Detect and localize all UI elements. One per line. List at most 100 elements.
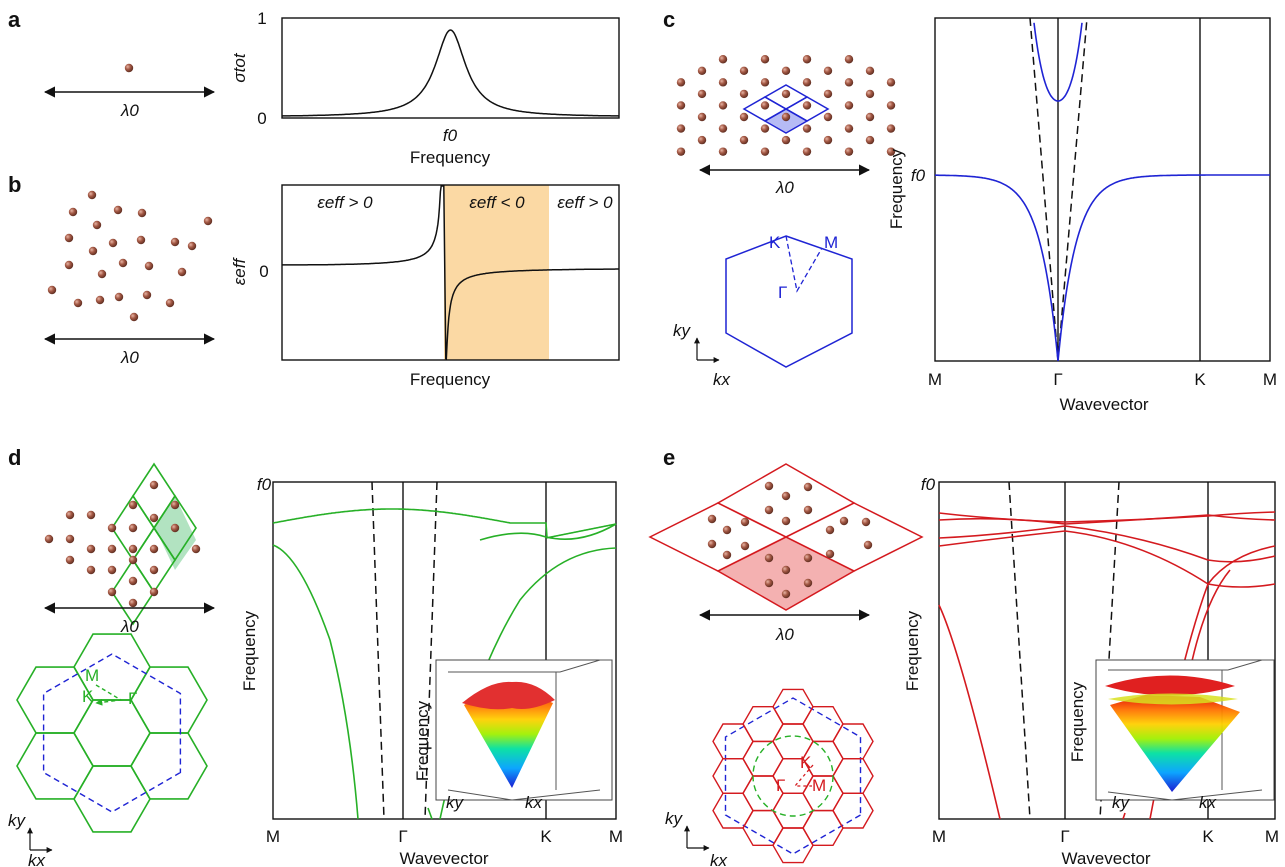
particle	[187, 241, 197, 251]
lambda-label-c: λ0	[775, 178, 794, 197]
ytick-d: f0	[257, 475, 272, 494]
bz-label-K-d: K	[82, 687, 94, 706]
particle	[64, 260, 74, 270]
particle	[203, 216, 213, 226]
particle	[839, 516, 849, 526]
particle	[707, 514, 717, 524]
particle	[128, 598, 138, 608]
kx-label-d: kx	[28, 851, 46, 867]
brillouin-zone-c	[725, 235, 853, 368]
band-left-drop	[272, 544, 359, 820]
ytick-a-bottom: 0	[257, 109, 266, 128]
particle	[740, 541, 750, 551]
xtick-c-3: M	[1263, 370, 1277, 389]
panel-d: d λ0 M K Γ ky kx Frequency ky kx f0 Freq…	[8, 445, 623, 867]
inset-surface	[1110, 695, 1240, 792]
particle	[165, 298, 175, 308]
band-flat	[272, 508, 617, 539]
series-a-lorentzian	[281, 29, 620, 117]
bz-label-G-e: Γ	[776, 776, 785, 795]
xtick-c-1: Γ	[1053, 370, 1062, 389]
lambda-label-b: λ0	[120, 348, 139, 367]
particle	[760, 124, 770, 133]
particle	[697, 112, 707, 122]
band-curve	[938, 604, 1001, 820]
lattice-e	[707, 481, 873, 599]
particle	[114, 292, 124, 302]
inset-zlabel-e: Frequency	[1068, 681, 1087, 762]
xtick-d-0: M	[266, 827, 280, 846]
particle	[781, 135, 791, 145]
particle	[47, 285, 57, 295]
xlabel-a: Frequency	[410, 148, 491, 167]
panel-a: a λ0 1 0 σtot f0 Frequency	[8, 7, 620, 167]
particle	[149, 544, 159, 554]
particle	[718, 124, 728, 133]
xtick-e-0: M	[932, 827, 946, 846]
inset-ylabel-e: ky	[1112, 793, 1131, 812]
particle	[844, 147, 854, 156]
inset-ylabel-d: ky	[446, 793, 465, 812]
bz-tiling-d	[16, 633, 208, 833]
bz-label-G-d: Γ	[128, 689, 137, 708]
xlabel-d: Wavevector	[399, 849, 488, 867]
panel-letter-e: e	[663, 445, 675, 470]
ytick-c: f0	[911, 166, 926, 185]
particle	[87, 190, 97, 200]
xlabel-b: Frequency	[410, 370, 491, 389]
particle	[764, 578, 774, 588]
region-label-right: εeff > 0	[557, 193, 613, 212]
lambda-label-e: λ0	[775, 625, 794, 644]
particle	[781, 112, 791, 122]
particle	[707, 539, 717, 549]
inset-xlabel-d: kx	[525, 793, 543, 812]
band-curve	[1189, 569, 1231, 671]
band-curve	[938, 530, 1276, 588]
particle	[92, 220, 102, 230]
particle	[886, 147, 896, 156]
particle	[64, 233, 74, 243]
particle	[823, 66, 833, 76]
plot-frame-a	[281, 17, 620, 119]
bz-hexagon	[772, 792, 814, 829]
particle	[802, 124, 812, 133]
particle	[760, 55, 770, 64]
particle	[697, 135, 707, 145]
particle	[803, 578, 813, 588]
particle	[886, 124, 896, 133]
band-curve	[938, 525, 1276, 563]
inset-e	[1095, 659, 1275, 801]
bz-hexagon	[712, 723, 754, 760]
particles-b	[47, 190, 213, 322]
particles-a	[124, 63, 134, 73]
particle	[65, 510, 75, 520]
lattice-d	[44, 462, 201, 626]
bz-label-M-c: M	[824, 233, 838, 252]
region-label-mid: εeff < 0	[469, 193, 525, 212]
particle	[760, 101, 770, 110]
ylabel-a: σtot	[230, 52, 249, 82]
particle	[722, 550, 732, 560]
ky-label-c: ky	[673, 321, 692, 340]
ytick-e: f0	[921, 475, 936, 494]
particle	[149, 513, 159, 523]
particle	[781, 66, 791, 76]
particle	[844, 101, 854, 110]
particle	[844, 124, 854, 133]
xtick-e-3: M	[1265, 827, 1279, 846]
panel-b: b λ0 0 εeff εeff > 0 εeff < 0 εeff > 0 F…	[8, 172, 620, 389]
particle	[128, 544, 138, 554]
inset-top-band	[1105, 675, 1235, 696]
particle	[844, 78, 854, 87]
particle	[863, 540, 873, 550]
plot-frame-b	[281, 184, 620, 361]
particle	[825, 525, 835, 535]
band-curve	[1122, 812, 1126, 820]
bz-hexagon	[802, 809, 844, 846]
particle	[764, 481, 774, 491]
unit-cell-outline	[763, 108, 809, 134]
particle	[108, 238, 118, 248]
xlabel-e: Wavevector	[1061, 849, 1150, 867]
bz-path	[95, 684, 124, 706]
xtick-d-3: M	[609, 827, 623, 846]
